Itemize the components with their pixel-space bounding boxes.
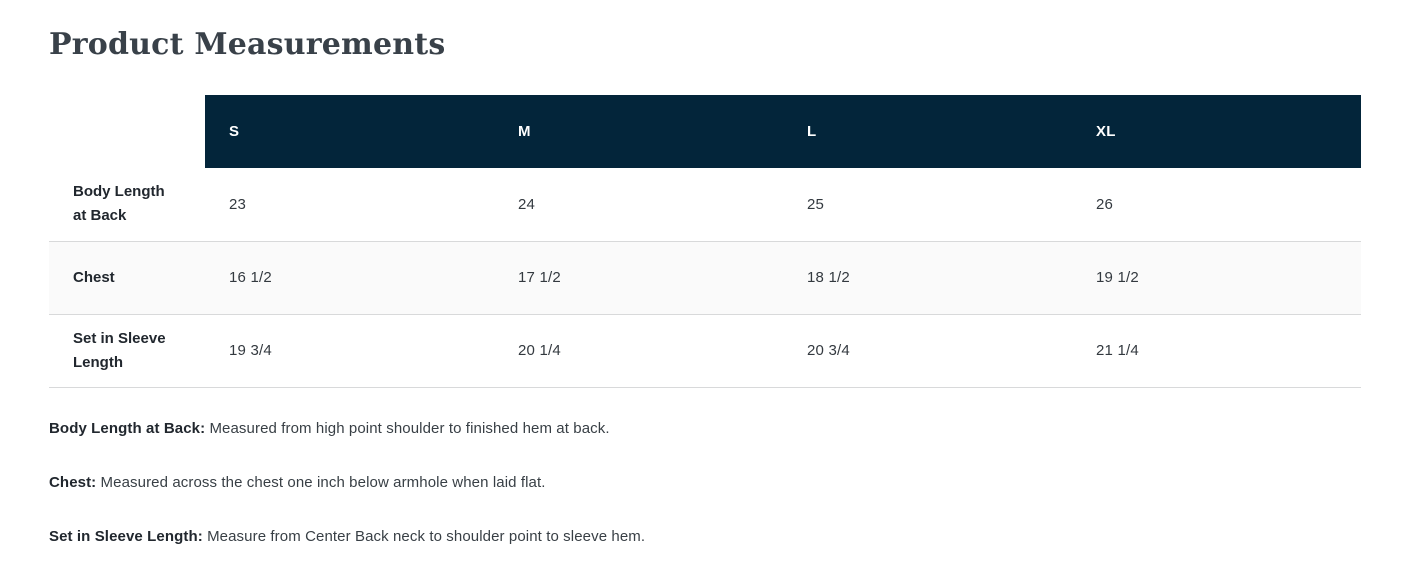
measurement-value: 19 3/4 — [229, 342, 272, 359]
measurement-value: 19 1/2 — [1096, 269, 1139, 286]
measurement-value: 25 — [807, 195, 825, 213]
row-label: Body Length at Back — [73, 183, 165, 225]
measurement-value: 17 1/2 — [518, 269, 561, 286]
measurement-value: 20 3/4 — [807, 342, 850, 359]
measurement-footnotes: Body Length at Back: Measured from high … — [49, 418, 1361, 548]
size-header-row: S M L XL — [49, 95, 1361, 168]
row-label: Set in Sleeve Length — [73, 329, 166, 371]
table-row-chest: Chest 16 1/2 17 1/2 18 1/2 19 1/2 — [49, 241, 1361, 314]
footnote-definition: Measured across the chest one inch below… — [96, 473, 546, 491]
measurement-value: 16 1/2 — [229, 269, 272, 286]
footnote-body-length: Body Length at Back: Measured from high … — [49, 418, 1361, 440]
measurement-value: 24 — [518, 195, 536, 213]
corner-cell — [49, 95, 205, 168]
page-title: Product Measurements — [49, 27, 446, 62]
measurement-value: 18 1/2 — [807, 269, 850, 286]
measurements-table: S M L XL Body Length at Back 23 24 25 26… — [49, 95, 1361, 388]
footnote-definition: Measure from Center Back neck to shoulde… — [202, 527, 646, 545]
table-row-body-length: Body Length at Back 23 24 25 26 — [49, 168, 1361, 241]
footnote-sleeve-length: Set in Sleeve Length: Measure from Cente… — [49, 526, 1361, 548]
measurement-value: 20 1/4 — [518, 342, 561, 359]
column-header-l: L — [783, 95, 1072, 168]
table-row-sleeve-length: Set in Sleeve Length 19 3/4 20 1/4 20 3/… — [49, 314, 1361, 387]
column-header-xl: XL — [1072, 95, 1361, 168]
footnote-chest: Chest: Measured across the chest one inc… — [49, 472, 1361, 494]
footnote-definition: Measured from high point shoulder to fin… — [205, 419, 610, 437]
measurement-value: 23 — [229, 195, 247, 213]
footnote-term: Chest: — [49, 473, 97, 491]
measurement-value: 21 1/4 — [1096, 342, 1139, 359]
footnote-term: Set in Sleeve Length: — [49, 527, 203, 545]
product-measurements-page: Product Measurements S M L XL Body Lengt… — [49, 27, 1361, 548]
column-header-s: S — [205, 95, 494, 168]
row-label: Chest — [73, 268, 115, 286]
measurement-value: 26 — [1096, 195, 1114, 213]
column-header-m: M — [494, 95, 783, 168]
footnote-term: Body Length at Back: — [49, 419, 206, 437]
